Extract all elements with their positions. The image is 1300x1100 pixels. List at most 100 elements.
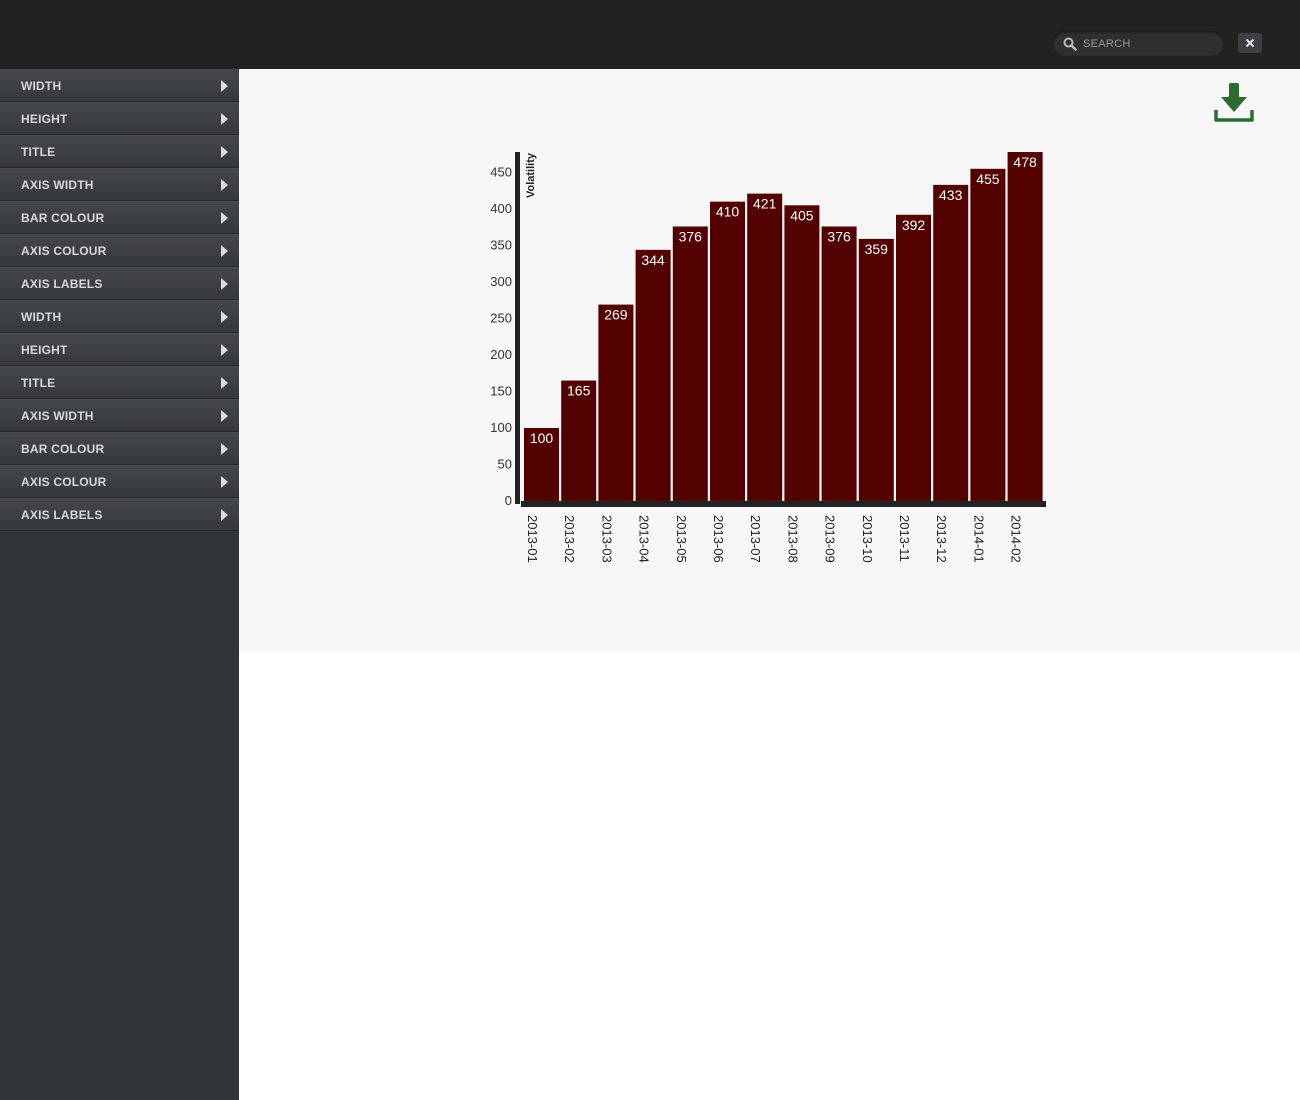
- bar-value-label: 433: [939, 187, 963, 203]
- bar-chart: 0 50 100 150 200 250 300 350 400 450 Volatility 100…: [490, 152, 1046, 563]
- sidebar-item-title[interactable]: TITLE: [0, 366, 239, 399]
- x-tick-label: 2013-03: [599, 515, 614, 563]
- chevron-right-icon: [221, 443, 228, 455]
- chevron-right-icon: [221, 311, 228, 323]
- x-tick-label: 2013-05: [674, 515, 689, 563]
- x-tick-label: 2013-06: [711, 515, 726, 563]
- y-tick-label: 250: [490, 310, 512, 325]
- sidebar-item-axis-width[interactable]: AXIS WIDTH: [0, 168, 239, 201]
- sidebar-item-label: WIDTH: [21, 310, 62, 324]
- x-tick-label: 2013-01: [525, 515, 540, 563]
- sidebar-item-label: TITLE: [21, 145, 56, 159]
- y-tick-label: 400: [490, 201, 512, 216]
- bar: [933, 184, 969, 501]
- x-tick-label: 2013-08: [785, 515, 800, 563]
- y-tick-label: 350: [490, 237, 512, 252]
- sidebar-item-label: AXIS COLOUR: [21, 475, 107, 489]
- sidebar-item-width[interactable]: WIDTH: [0, 300, 239, 333]
- sidebar-item-axis-colour[interactable]: AXIS COLOUR: [0, 465, 239, 498]
- chevron-right-icon: [221, 113, 228, 125]
- sidebar-item-axis-colour[interactable]: AXIS COLOUR: [0, 234, 239, 267]
- bar: [858, 238, 894, 501]
- download-icon[interactable]: [1214, 83, 1254, 123]
- y-tick-label: 300: [490, 274, 512, 289]
- y-tick-label: 200: [490, 347, 512, 362]
- bar: [784, 205, 820, 501]
- sidebar-item-label: AXIS LABELS: [21, 508, 103, 522]
- bar: [561, 380, 597, 501]
- bar: [747, 193, 783, 501]
- chevron-right-icon: [221, 344, 228, 356]
- y-tick-label: 450: [490, 164, 512, 179]
- x-tick-label: 2013-07: [748, 515, 763, 563]
- bar-value-label: 344: [641, 252, 665, 268]
- sidebar-item-height[interactable]: HEIGHT: [0, 102, 239, 135]
- y-axis-line: [515, 152, 520, 504]
- sidebar-item-axis-labels[interactable]: AXIS LABELS: [0, 498, 239, 531]
- bar: [635, 249, 671, 501]
- y-tick-label: 50: [498, 456, 512, 471]
- bar-value-label: 376: [827, 228, 851, 244]
- chevron-right-icon: [221, 377, 228, 389]
- chevron-right-icon: [221, 146, 228, 158]
- bar-value-label: 405: [790, 207, 814, 223]
- bar-value-label: 359: [865, 241, 889, 257]
- sidebar-item-label: AXIS LABELS: [21, 277, 103, 291]
- x-tick-label: 2013-04: [637, 515, 652, 563]
- sidebar-item-label: HEIGHT: [21, 343, 68, 357]
- sidebar-item-bar-colour[interactable]: BAR COLOUR: [0, 201, 239, 234]
- bar-value-label: 455: [976, 171, 1000, 187]
- chevron-right-icon: [221, 179, 228, 191]
- bar: [710, 201, 745, 501]
- bar-value-label: 165: [567, 383, 591, 399]
- bar-value-label: 100: [530, 430, 554, 446]
- x-axis-line: [521, 501, 1046, 507]
- x-tick-label: 2013-11: [897, 515, 912, 562]
- sidebar-item-label: AXIS WIDTH: [21, 178, 94, 192]
- sidebar-item-axis-width[interactable]: AXIS WIDTH: [0, 399, 239, 432]
- bar: [672, 226, 708, 501]
- x-tick-label: 2014-02: [1009, 515, 1024, 563]
- chevron-right-icon: [221, 410, 228, 422]
- bar-value-label: 269: [604, 307, 628, 323]
- sidebar-item-axis-labels[interactable]: AXIS LABELS: [0, 267, 239, 300]
- y-tick-label: 150: [490, 383, 512, 398]
- top-bar: [0, 0, 1300, 69]
- sidebar-item-title[interactable]: TITLE: [0, 135, 239, 168]
- close-button[interactable]: [1238, 33, 1262, 53]
- x-tick-label: 2013-09: [823, 515, 838, 563]
- bar: [524, 427, 559, 501]
- sidebar-item-label: WIDTH: [21, 79, 62, 93]
- bar-value-label: 392: [902, 217, 926, 233]
- sidebar-item-bar-colour[interactable]: BAR COLOUR: [0, 432, 239, 465]
- chevron-right-icon: [221, 278, 228, 290]
- sidebar-item-width[interactable]: WIDTH: [0, 69, 239, 102]
- chevron-right-icon: [221, 509, 228, 521]
- sidebar-item-height[interactable]: HEIGHT: [0, 333, 239, 366]
- sidebar-item-label: HEIGHT: [21, 112, 68, 126]
- chevron-right-icon: [221, 476, 228, 488]
- sidebar-item-label: AXIS COLOUR: [21, 244, 107, 258]
- bar: [821, 226, 857, 501]
- x-tick-label: 2013-12: [934, 515, 949, 563]
- y-tick-label: 0: [505, 493, 512, 508]
- chevron-right-icon: [221, 245, 228, 257]
- search-input[interactable]: [1083, 35, 1215, 52]
- chevron-right-icon: [221, 80, 228, 92]
- bar: [970, 168, 1006, 501]
- sidebar-item-label: BAR COLOUR: [21, 442, 105, 456]
- search-icon: [1063, 37, 1077, 51]
- bar: [598, 304, 634, 501]
- chart-panel: 0 50 100 150 200 250 300 350 400 450 Volatility 100…: [239, 69, 1300, 653]
- y-axis-title: Volatility: [525, 152, 537, 198]
- bar-value-label: 410: [716, 204, 740, 220]
- search-box[interactable]: [1053, 31, 1224, 56]
- bar: [896, 214, 931, 501]
- close-icon: [1245, 38, 1255, 48]
- sidebar: WIDTH HEIGHT TITLE AXIS WIDTH BAR COLOUR…: [0, 69, 239, 1100]
- bar: [1007, 152, 1043, 501]
- x-tick-label: 2013-02: [562, 515, 577, 563]
- y-tick-label: 100: [490, 420, 512, 435]
- bar-value-label: 421: [753, 196, 777, 212]
- bar-value-label: 478: [1013, 154, 1037, 170]
